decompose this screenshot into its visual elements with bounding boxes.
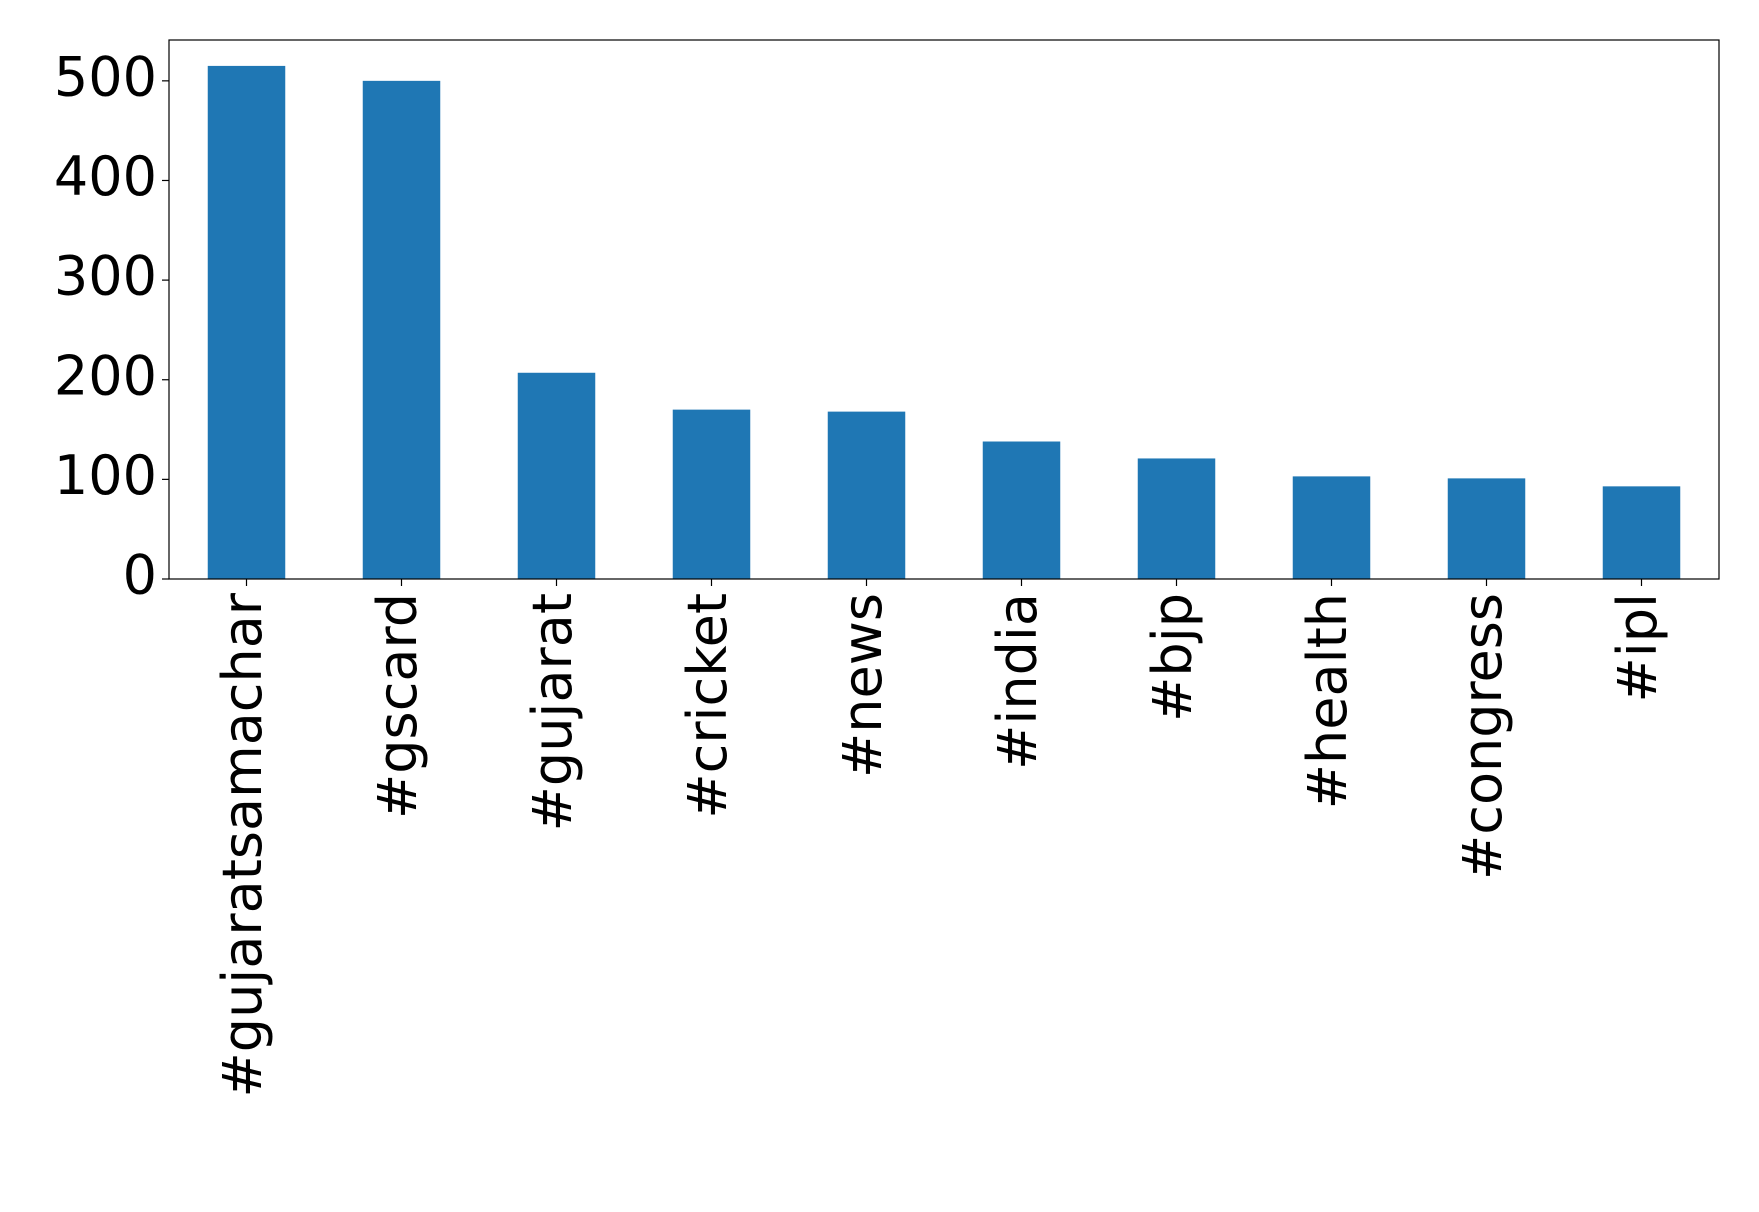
bar — [362, 80, 441, 580]
x-tick-label: #congress — [1451, 593, 1514, 880]
y-tick-label: 200 — [54, 344, 157, 407]
x-tick-label: #health — [1296, 593, 1359, 809]
bar — [672, 409, 751, 579]
x-tick-label: #ipl — [1606, 593, 1669, 703]
x-tick-label: #bjp — [1141, 593, 1204, 722]
y-tick-label: 100 — [54, 444, 157, 507]
y-tick-label: 0 — [123, 544, 157, 607]
y-tick-label: 500 — [54, 45, 157, 108]
bar — [207, 65, 286, 580]
x-tick-label: #cricket — [676, 593, 739, 819]
x-tick-label: #gujarat — [521, 593, 584, 831]
plot-frame — [168, 39, 1720, 580]
bar — [1447, 478, 1526, 579]
x-tick-label: #gujaratsamachar — [211, 592, 274, 1097]
bar — [1137, 458, 1216, 579]
bar — [517, 372, 596, 579]
bar — [1602, 486, 1681, 579]
y-tick-label: 400 — [54, 145, 157, 208]
bar — [982, 441, 1061, 579]
bar — [1292, 476, 1371, 579]
x-tick-label: #news — [831, 593, 894, 778]
bar — [827, 411, 906, 579]
y-tick-label: 300 — [54, 245, 157, 308]
x-tick-label: #india — [986, 593, 1049, 770]
x-tick-label: #gscard — [366, 593, 429, 819]
